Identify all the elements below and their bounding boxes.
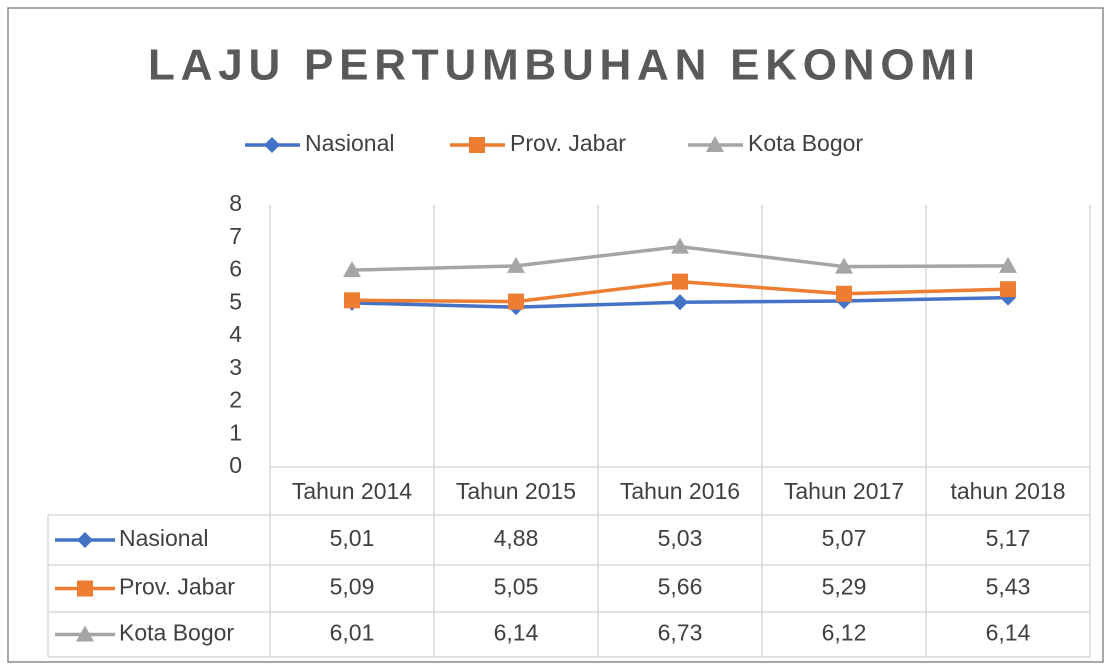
data-point	[671, 237, 689, 254]
legend-label: Kota Bogor	[748, 130, 863, 156]
table-cell: 6,12	[822, 620, 867, 646]
table-row-label: Nasional	[119, 525, 209, 551]
data-point	[672, 273, 688, 290]
table-row-label: Kota Bogor	[119, 620, 234, 646]
x-tick-label: Tahun 2016	[620, 478, 740, 504]
table-cell: 5,66	[658, 574, 703, 600]
y-tick-label: 1	[229, 419, 242, 445]
chart-title: LAJU PERTUMBUHAN EKONOMI	[148, 41, 975, 90]
table-cell: 4,88	[494, 525, 539, 551]
table-cell: 5,01	[330, 525, 375, 551]
legend-marker	[264, 137, 280, 153]
table-cell: 5,09	[330, 574, 375, 600]
y-tick-label: 5	[229, 288, 242, 314]
table-legend-marker	[77, 532, 93, 548]
x-tick-label: Tahun 2017	[784, 478, 904, 504]
y-tick-label: 0	[229, 452, 242, 478]
table-legend-marker	[76, 625, 94, 642]
data-point	[999, 256, 1017, 273]
table-cell: 6,73	[658, 620, 703, 646]
data-point	[672, 294, 688, 311]
x-tick-label: tahun 2018	[950, 478, 1065, 504]
data-point	[344, 292, 360, 309]
table-legend-marker	[77, 580, 93, 597]
y-tick-label: 6	[229, 256, 242, 282]
legend-label: Prov. Jabar	[510, 130, 626, 156]
data-point	[343, 261, 361, 278]
chart-border	[7, 7, 1104, 663]
table-cell: 5,43	[986, 574, 1031, 600]
table-cell: 6,14	[986, 620, 1031, 646]
data-point	[835, 257, 853, 274]
legend-marker	[469, 137, 485, 153]
legend-marker	[706, 136, 724, 152]
y-tick-label: 7	[229, 223, 242, 249]
table-row-label: Prov. Jabar	[119, 574, 235, 600]
y-tick-label: 4	[229, 321, 242, 347]
data-point	[836, 285, 852, 302]
table-cell: 5,05	[494, 574, 539, 600]
table-cell: 5,03	[658, 525, 703, 551]
legend-label: Nasional	[305, 130, 395, 156]
x-tick-label: Tahun 2015	[456, 478, 576, 504]
y-tick-label: 8	[229, 190, 242, 216]
table-cell: 6,14	[494, 620, 539, 646]
table-cell: 6,01	[330, 620, 375, 646]
y-tick-label: 2	[229, 387, 242, 413]
table-cell: 5,29	[822, 574, 867, 600]
y-tick-label: 3	[229, 354, 242, 380]
x-tick-label: Tahun 2014	[292, 478, 412, 504]
data-point	[1000, 281, 1016, 298]
table-cell: 5,07	[822, 525, 867, 551]
table-cell: 5,17	[986, 525, 1031, 551]
data-point	[507, 256, 525, 273]
data-point	[508, 293, 524, 310]
